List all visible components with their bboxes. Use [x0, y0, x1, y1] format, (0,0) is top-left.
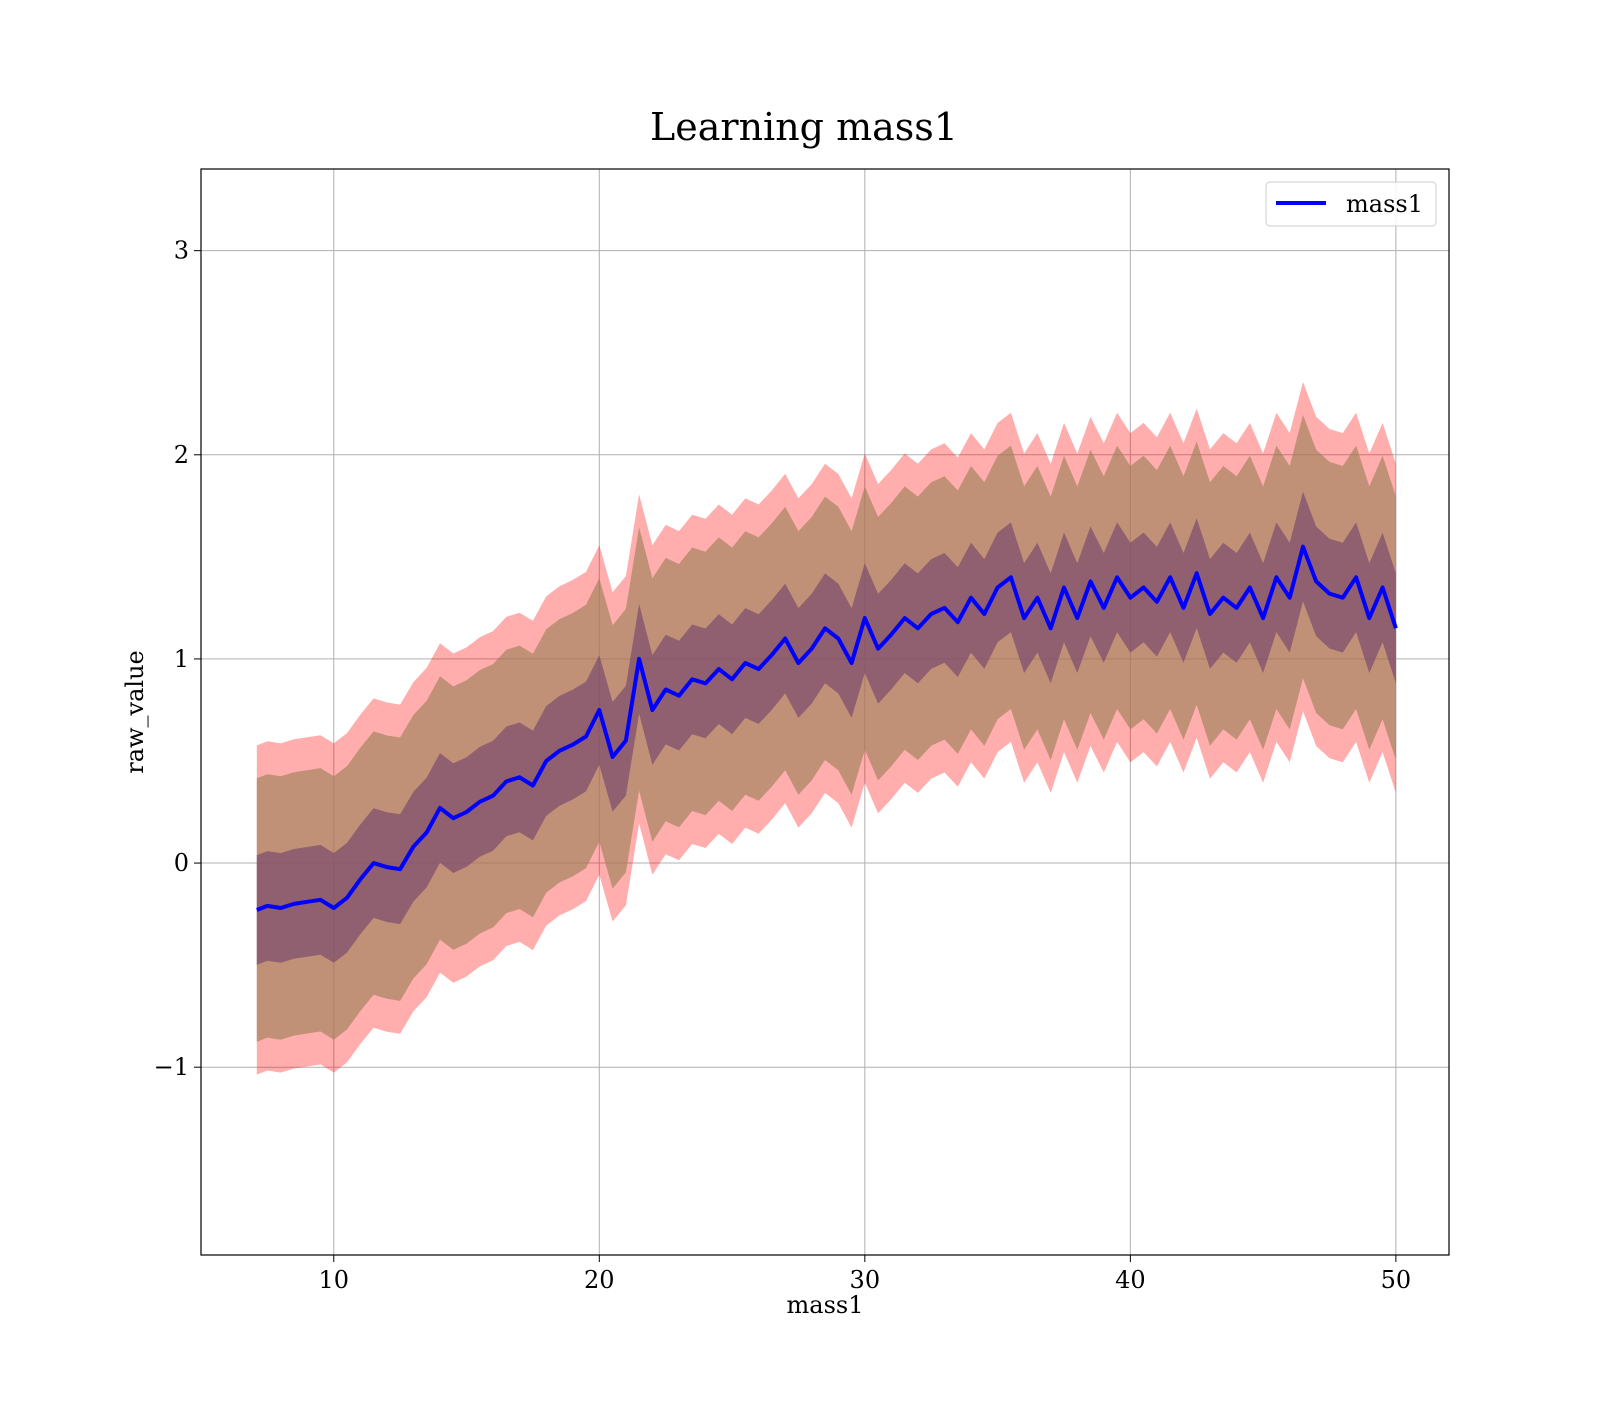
series-line-mass1 — [256, 544, 1398, 912]
y-tick-label: 0 — [174, 849, 189, 877]
y-axis-label: raw_value — [121, 650, 149, 774]
x-ticks: 10 20 30 40 50 — [318, 1255, 1411, 1294]
x-axis-label: mass1 — [787, 1291, 864, 1319]
x-tick-label: 30 — [850, 1266, 881, 1294]
legend-label-mass1: mass1 — [1346, 190, 1423, 218]
legend: mass1 — [1265, 181, 1437, 227]
confidence-bands — [256, 382, 1396, 1075]
legend-box — [1265, 181, 1437, 227]
x-tick-label: 50 — [1381, 1266, 1412, 1294]
x-tick-label: 10 — [318, 1266, 349, 1294]
x-tick-label: 20 — [584, 1266, 615, 1294]
y-ticks: −1 0 1 2 3 — [154, 237, 201, 1081]
plot-frame — [200, 168, 1450, 1256]
band-inner — [256, 491, 1396, 965]
y-tick-label: −1 — [154, 1053, 189, 1081]
y-tick-label: 1 — [174, 645, 189, 673]
y-tick-label: 2 — [174, 441, 189, 469]
chart-title: Learning mass1 — [650, 105, 958, 149]
y-tick-label: 3 — [174, 237, 189, 265]
mean-line-layer — [256, 544, 1398, 912]
x-tick-label: 40 — [1115, 1266, 1146, 1294]
